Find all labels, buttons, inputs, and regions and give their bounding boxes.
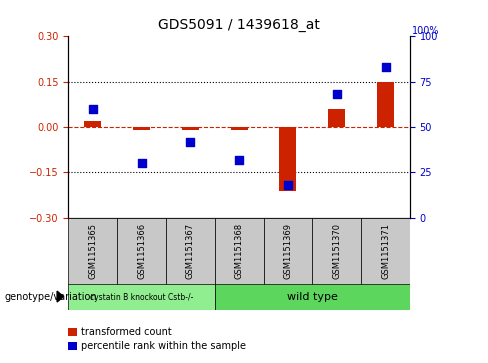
Bar bbox=[68, 328, 77, 336]
Text: GSM1151371: GSM1151371 bbox=[381, 223, 390, 280]
Text: GSM1151367: GSM1151367 bbox=[186, 223, 195, 280]
Bar bbox=[68, 218, 117, 285]
Point bbox=[333, 91, 341, 97]
Point bbox=[235, 157, 243, 163]
Point bbox=[382, 64, 389, 70]
Bar bbox=[68, 284, 215, 310]
Text: GSM1151366: GSM1151366 bbox=[137, 223, 146, 280]
Bar bbox=[117, 218, 166, 285]
Point bbox=[284, 182, 292, 188]
Text: genotype/variation: genotype/variation bbox=[5, 291, 98, 302]
Bar bbox=[312, 218, 361, 285]
Text: GSM1151369: GSM1151369 bbox=[284, 223, 292, 280]
Text: 100%: 100% bbox=[412, 26, 440, 36]
Bar bbox=[328, 109, 345, 127]
Bar bbox=[377, 82, 394, 127]
Bar bbox=[68, 342, 77, 350]
Point bbox=[138, 160, 145, 166]
Text: cystatin B knockout Cstb-/-: cystatin B knockout Cstb-/- bbox=[90, 293, 193, 302]
Text: GSM1151370: GSM1151370 bbox=[332, 223, 341, 280]
Polygon shape bbox=[57, 291, 63, 302]
Bar bbox=[84, 121, 102, 127]
Text: wild type: wild type bbox=[287, 292, 338, 302]
Text: GSM1151368: GSM1151368 bbox=[235, 223, 244, 280]
Bar bbox=[182, 127, 199, 130]
Bar bbox=[133, 127, 150, 130]
Bar bbox=[279, 127, 297, 191]
Bar bbox=[264, 218, 312, 285]
Title: GDS5091 / 1439618_at: GDS5091 / 1439618_at bbox=[158, 19, 320, 33]
Point bbox=[89, 106, 97, 112]
Bar bbox=[215, 284, 410, 310]
Point bbox=[186, 139, 194, 144]
Bar bbox=[166, 218, 215, 285]
Bar bbox=[230, 127, 248, 130]
Text: percentile rank within the sample: percentile rank within the sample bbox=[81, 340, 246, 351]
Text: transformed count: transformed count bbox=[81, 327, 172, 337]
Bar bbox=[215, 218, 264, 285]
Text: GSM1151365: GSM1151365 bbox=[88, 223, 97, 280]
Bar bbox=[361, 218, 410, 285]
